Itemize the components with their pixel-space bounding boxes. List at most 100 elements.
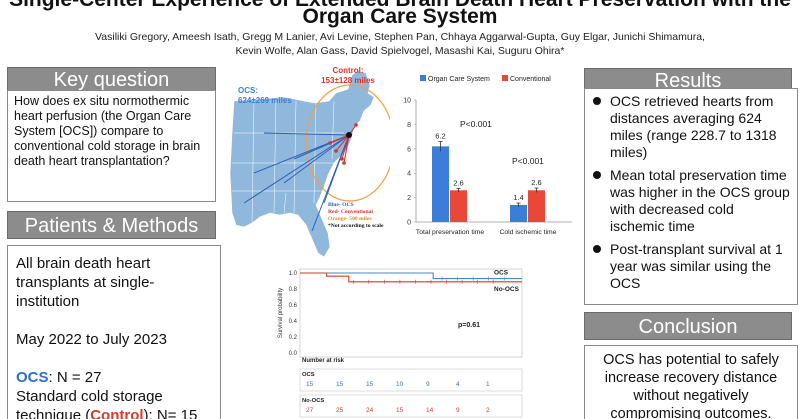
control-label: Control <box>90 407 144 419</box>
bar-chart-svg: Organ Care System Conventional 0 2 4 6 8 10 6.2 2… <box>403 75 572 236</box>
data-label-0-1: 2.6 <box>453 178 463 187</box>
std-suffix: ): N= 15 <box>143 407 198 419</box>
risk-value-1-2: 24 <box>366 407 374 414</box>
data-label-0-0: 6.2 <box>435 131 445 140</box>
transplant-center-marker <box>346 132 352 138</box>
map-ocs-value: 624±269 miles <box>238 96 292 105</box>
map-ocs-label: OCS: <box>238 86 258 95</box>
risk-value-1-5: 9 <box>456 407 460 414</box>
risk-value-1-0: 27 <box>306 407 314 414</box>
poster-title-line-1: Single-Center Experience of Extended Bra… <box>0 0 800 12</box>
key-question-box: How does ex situ normothermic heart perf… <box>7 90 216 202</box>
poster-title-line-2: Organ Care System <box>302 5 498 28</box>
y-tick-label-2: 4 <box>407 171 411 178</box>
results-bullet-3: Post-transplant survival at 1 year was s… <box>589 241 791 292</box>
results-bullet-2: Mean total preservation time was higher … <box>589 167 791 235</box>
y-tick-label-3: 6 <box>407 146 411 153</box>
key-question-text: How does ex situ normothermic heart perf… <box>14 94 201 168</box>
bar-0-0 <box>432 146 449 222</box>
risk-value-0-5: 4 <box>456 381 460 388</box>
ocs-count-text: : N = 27 <box>48 369 102 386</box>
legend-label-1: Conventional <box>510 76 551 83</box>
methods-control-count: Standard cold storage technique (Control… <box>16 387 212 419</box>
curve-label-0: OCS <box>494 270 509 277</box>
risk-value-0-1: 15 <box>336 381 344 388</box>
methods-ocs-count: OCS: N = 27 <box>16 368 212 387</box>
surv-y-tick-4: 0.8 <box>289 287 298 293</box>
pvalue-annotation-1: P<0.001 <box>512 156 544 166</box>
risk-group-label-1: No-OCS <box>302 398 324 404</box>
risk-value-0-6: 1 <box>486 381 490 388</box>
conclusion-heading: Conclusion <box>584 312 792 340</box>
legend-blue: Blue- OCS <box>328 202 354 208</box>
eastern-us-landmass <box>229 70 375 258</box>
bar-1-0 <box>510 204 527 222</box>
conclusion-box: OCS has potential to safely increase rec… <box>584 345 798 419</box>
y-tick-label-1: 2 <box>407 195 411 202</box>
std-prefix: Standard cold storage technique ( <box>16 388 163 419</box>
risk-value-1-3: 15 <box>396 407 404 414</box>
category-label-1: Cold ischemic time <box>499 229 556 236</box>
risk-group-label-0: OCS <box>302 372 315 378</box>
surv-y-tick-1: 0.2 <box>289 335 298 341</box>
y-tick-label-0: 0 <box>407 220 411 227</box>
bar-0-1 <box>450 190 467 222</box>
control-routes <box>329 124 357 164</box>
results-bullet-1-text: OCS retrieved hearts from distances aver… <box>610 93 777 160</box>
category-label-0: Total preservation time <box>416 229 485 236</box>
legend-note: *Not according to scale <box>328 223 384 229</box>
risk-value-0-0: 15 <box>306 381 314 388</box>
risk-value-1-6: 2 <box>486 407 490 414</box>
surv-y-tick-3: 0.6 <box>289 303 298 309</box>
surv-y-label: Survival probability <box>278 288 284 338</box>
authors-line-1: Vasiliki Gregory, Ameesh Isath, Gregg M … <box>95 31 705 43</box>
surv-pvalue: p=0.61 <box>458 322 480 329</box>
us-map-svg: OCS: 624±269 miles Control: 153±128 mile… <box>229 66 395 258</box>
plot-frame <box>299 268 523 358</box>
legend-swatch-0 <box>420 75 426 81</box>
state-borders <box>232 98 344 224</box>
map-control-value: 153±128 miles <box>321 76 375 85</box>
methods-population: All brain death heart transplants at sin… <box>16 255 155 310</box>
results-bullet-3-text: Post-transplant survival at 1 year was s… <box>610 241 783 291</box>
results-bullet-1: OCS retrieved hearts from distances aver… <box>589 93 791 161</box>
control-points <box>328 123 358 165</box>
legend-orange: Orange- 500 miles <box>328 216 372 222</box>
risk-value-0-4: 9 <box>426 381 430 388</box>
risk-value-1-1: 25 <box>336 407 344 414</box>
bar-1-1 <box>528 190 545 222</box>
survival-curve-0 <box>300 272 522 280</box>
pvalue-annotation-0: P<0.001 <box>460 119 492 129</box>
patients-methods-heading: Patients & Methods <box>7 211 216 239</box>
survival-curve-1 <box>300 272 522 283</box>
ocs-label: OCS <box>16 369 49 386</box>
y-tick-label-4: 8 <box>407 122 411 129</box>
survival-chart-svg: 0.0 0.2 0.4 0.6 0.8 1.0 Survival probability OC… <box>278 268 523 418</box>
methods-date-range: May 2022 to July 2023 <box>16 331 167 348</box>
risk-value-0-2: 15 <box>366 381 374 388</box>
y-tick-label-5: 10 <box>403 98 411 105</box>
key-question-heading: Key question <box>7 67 216 91</box>
data-label-1-1: 2.6 <box>531 178 541 187</box>
us-distance-map: OCS: 624±269 miles Control: 153±128 mile… <box>224 63 395 268</box>
legend-label-0: Organ Care System <box>428 76 490 83</box>
map-control-label: Control: <box>332 66 363 75</box>
conclusion-text: OCS has potential to safely increase rec… <box>603 352 779 419</box>
patients-methods-box: All brain death heart transplants at sin… <box>7 245 221 419</box>
risk-value-1-4: 14 <box>426 407 434 414</box>
surv-y-tick-5: 1.0 <box>289 271 298 277</box>
results-bullet-2-text: Mean total preservation time was higher … <box>610 167 790 234</box>
curve-label-1: No-OCS <box>494 286 520 293</box>
legend-red: Red- Conventional <box>328 209 373 215</box>
risk-value-0-3: 10 <box>396 381 404 388</box>
risk-row-frame-0 <box>299 368 523 392</box>
preservation-time-bar-chart: Organ Care System Conventional 0 2 4 6 8 10 6.2 2… <box>392 72 582 260</box>
survival-curve-chart: 0.0 0.2 0.4 0.6 0.8 1.0 Survival probability OC… <box>272 265 532 419</box>
surv-y-tick-2: 0.4 <box>289 319 298 325</box>
surv-y-tick-0: 0.0 <box>289 351 298 357</box>
risk-row-frame-1 <box>299 394 523 418</box>
legend-swatch-1 <box>502 75 508 81</box>
results-box: OCS retrieved hearts from distances aver… <box>584 88 798 305</box>
authors-line-2: Kevin Wolfe, Alan Gass, David Spielvogel… <box>235 45 565 57</box>
results-list: OCS retrieved hearts from distances aver… <box>589 93 791 292</box>
